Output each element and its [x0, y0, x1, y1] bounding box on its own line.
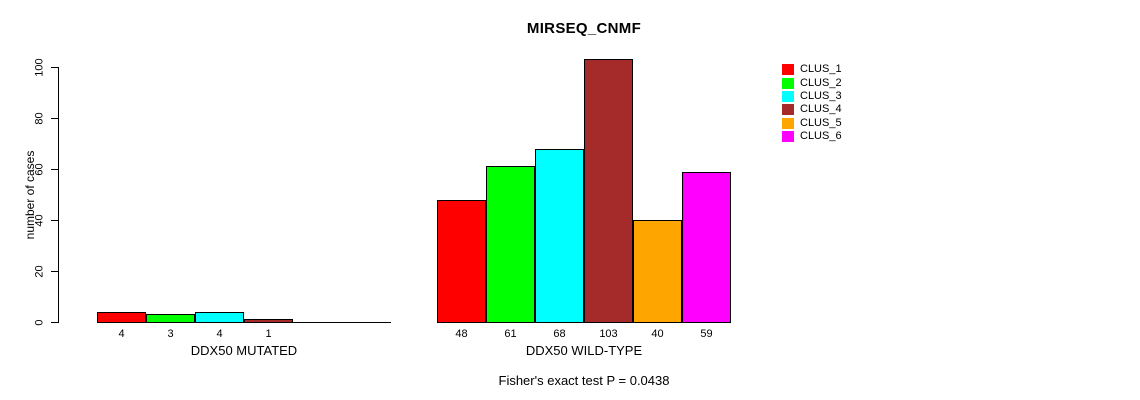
bar-clus_1 — [437, 200, 486, 323]
legend-swatch-clus_1 — [782, 64, 794, 76]
y-tick-label: 20 — [33, 264, 46, 278]
legend-swatch-clus_3 — [782, 90, 794, 102]
y-tick-mark — [51, 67, 58, 68]
bar-clus_2 — [146, 314, 195, 323]
bar-clus_4 — [244, 319, 293, 323]
bar-clus_5 — [633, 220, 682, 323]
bar-count-label: 4 — [118, 328, 125, 340]
legend-item-clus_4: CLUS_4 — [782, 103, 842, 116]
y-tick-mark — [51, 169, 58, 170]
bar-count-label: 40 — [651, 328, 664, 340]
group-label: DDX50 MUTATED — [190, 343, 298, 358]
legend-item-clus_3: CLUS_3 — [782, 90, 842, 103]
y-tick-label: 100 — [33, 57, 46, 77]
y-tick-label: 60 — [33, 162, 46, 176]
bar-count-label: 61 — [504, 328, 517, 340]
y-tick-label: 40 — [33, 213, 46, 227]
legend-item-clus_6: CLUS_6 — [782, 130, 842, 143]
bar-count-label: 3 — [167, 328, 174, 340]
group-label: DDX50 WILD-TYPE — [525, 343, 643, 358]
legend-swatch-clus_6 — [782, 131, 794, 143]
chart-title: MIRSEQ_CNMF — [526, 20, 642, 37]
legend-item-clus_5: CLUS_5 — [782, 117, 842, 130]
legend-label: CLUS_6 — [800, 130, 842, 143]
bar-count-label: 103 — [599, 328, 618, 340]
fisher-test-annotation: Fisher's exact test P = 0.0438 — [498, 373, 670, 388]
legend-swatch-clus_5 — [782, 117, 794, 129]
legend-label: CLUS_5 — [800, 116, 842, 129]
bar-clus_6 — [682, 172, 731, 323]
legend-item-clus_1: CLUS_1 — [782, 63, 842, 76]
bar-count-label: 59 — [700, 328, 713, 340]
y-tick-mark — [51, 271, 58, 272]
bar-count-label: 1 — [265, 328, 272, 340]
legend-swatch-clus_4 — [782, 104, 794, 116]
bar-clus_3 — [195, 312, 244, 323]
y-axis-line — [58, 67, 59, 323]
legend: CLUS_1 CLUS_2 CLUS_3 CLUS_4 CLUS_5 CLUS_6 — [782, 63, 842, 143]
bar-clus_2 — [486, 166, 535, 323]
y-tick-mark — [51, 220, 58, 221]
legend-item-clus_2: CLUS_2 — [782, 76, 842, 89]
legend-label: CLUS_1 — [800, 63, 842, 76]
y-tick-label: 0 — [33, 318, 46, 326]
legend-label: CLUS_3 — [800, 89, 842, 102]
bar-count-label: 4 — [216, 328, 223, 340]
legend-label: CLUS_2 — [800, 76, 842, 89]
bar-clus_1 — [97, 312, 146, 323]
y-tick-label: 80 — [33, 111, 46, 125]
legend-label: CLUS_4 — [800, 103, 842, 116]
bar-clus_4 — [584, 59, 633, 323]
bar-clus_3 — [535, 149, 584, 323]
y-tick-mark — [51, 118, 58, 119]
bar-count-label: 48 — [455, 328, 468, 340]
bar-count-label: 68 — [553, 328, 566, 340]
y-tick-mark — [51, 322, 58, 323]
legend-swatch-clus_2 — [782, 77, 794, 89]
